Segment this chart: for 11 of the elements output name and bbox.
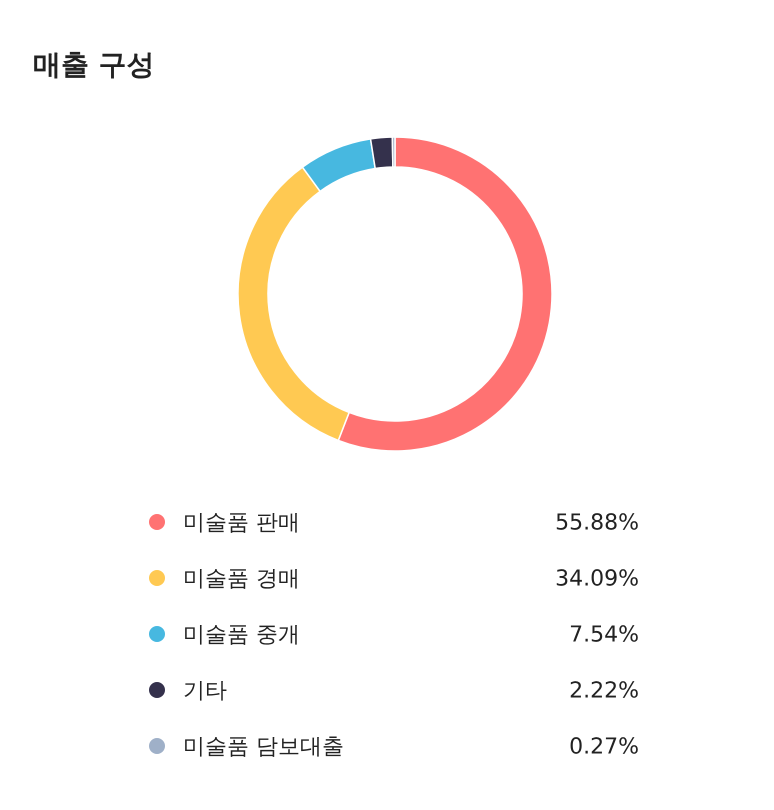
legend-label: 미술품 판매 [183, 510, 300, 536]
legend-label: 미술품 담보대출 [183, 734, 344, 760]
legend-label: 기타 [183, 678, 227, 704]
legend-label: 미술품 중개 [183, 622, 300, 648]
chart-title: 매출 구성 [33, 48, 155, 81]
data-label: 7.54% [569, 622, 639, 648]
data-label: 0.27% [569, 734, 639, 760]
data-label: 2.22% [569, 678, 639, 704]
data-label: 55.88% [555, 510, 639, 536]
data-label: 34.09% [555, 566, 639, 592]
legend-label: 미술품 경매 [183, 566, 300, 592]
